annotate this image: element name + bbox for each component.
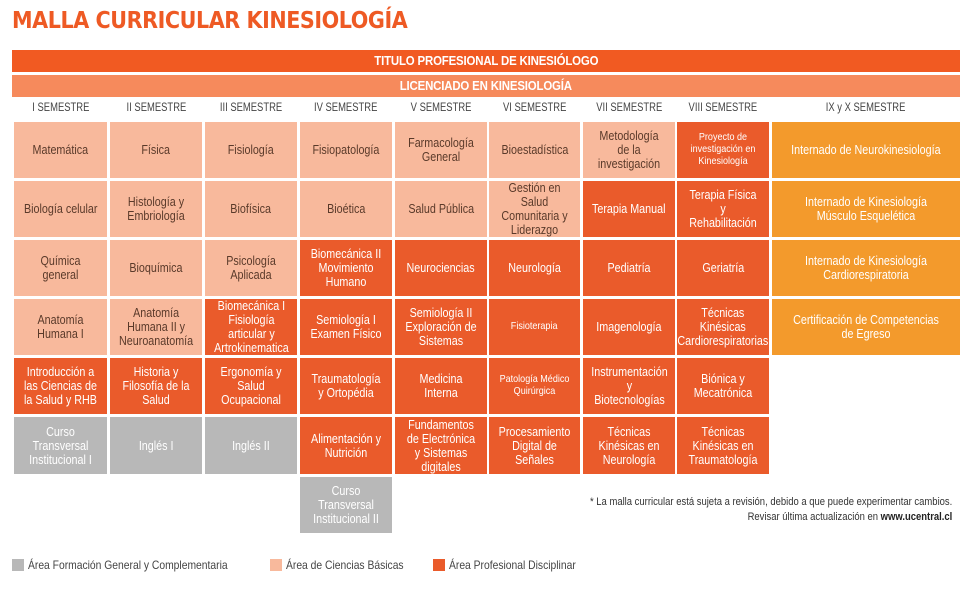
course-cell: Traumatología y Ortopédia bbox=[300, 358, 392, 414]
course-cell: Biónica y Mecatrónica bbox=[677, 358, 769, 414]
course-cell: Farmacología General bbox=[395, 122, 487, 178]
course-cell: Geriatría bbox=[677, 240, 769, 296]
course-cell: Introducción a las Ciencias de la Salud … bbox=[14, 358, 107, 414]
semester-header: VII SEMESTRE bbox=[595, 102, 663, 114]
revision-note: * La malla curricular está sujeta a revi… bbox=[531, 495, 952, 525]
internship-cell: Internado de Kinesiología Cardiorespirat… bbox=[772, 240, 960, 296]
course-cell: Fisioterapia bbox=[489, 299, 580, 355]
semester-header: VI SEMESTRE bbox=[502, 102, 567, 114]
revision-note-line: Revisar última actualización en www.ucen… bbox=[747, 510, 952, 523]
course-cell: Biomecánica I Fisiología articular y Art… bbox=[205, 299, 297, 355]
course-cell: Neurociencias bbox=[395, 240, 487, 296]
course-cell: Matemática bbox=[14, 122, 107, 178]
internship-cell: Internado de Kinesiología Músculo Esquel… bbox=[772, 181, 960, 237]
legend-item-professional: Área Profesional Disciplinar bbox=[432, 558, 596, 572]
course-cell: Terapia Física y Rehabilitación bbox=[677, 181, 769, 237]
course-cell: Pediatría bbox=[583, 240, 675, 296]
course-cell: Patología Médico Quirúrgica bbox=[489, 358, 580, 414]
internship-cell: Certificación de Competencias de Egreso bbox=[772, 299, 960, 355]
revision-note-line: * La malla curricular está sujeta a revi… bbox=[589, 496, 952, 508]
titulo-profesional-banner: TITULO PROFESIONAL DE KINESIÓLOGO bbox=[12, 50, 960, 72]
internship-cell: Internado de Neurokinesiología bbox=[772, 122, 960, 178]
course-cell: Alimentación y Nutrición bbox=[300, 417, 392, 474]
licenciado-banner: LICENCIADO EN KINESIOLOGÍA bbox=[12, 75, 960, 97]
course-cell: Procesamiento Digital de Señales bbox=[489, 417, 580, 474]
course-cell: Historia y Filosofía de la Salud bbox=[110, 358, 202, 414]
semester-header: V SEMESTRE bbox=[410, 102, 472, 114]
course-cell: Terapia Manual bbox=[583, 181, 675, 237]
course-cell: Histología y Embriología bbox=[110, 181, 202, 237]
course-cell: Psicología Aplicada bbox=[205, 240, 297, 296]
course-cell: Fundamentos de Electrónica y Sistemas di… bbox=[395, 417, 487, 474]
semester-header: VIII SEMESTRE bbox=[688, 102, 758, 114]
course-cell: Biomecánica II Movimiento Humano bbox=[300, 240, 392, 296]
course-cell: Bioestadística bbox=[489, 122, 580, 178]
legend-item-basic: Área de Ciencias Básicas bbox=[270, 558, 423, 572]
course-cell: Gestión en Salud Comunitaria y Liderazgo bbox=[489, 181, 580, 237]
legend-swatch bbox=[12, 559, 24, 571]
page-title: MALLA CURRICULAR KINESIOLOGÍA bbox=[12, 8, 408, 34]
semester-header: II SEMESTRE bbox=[126, 102, 186, 114]
course-cell: Curso Transversal Institucional II bbox=[300, 477, 392, 533]
course-cell: Técnicas Kinésicas en Neurología bbox=[583, 417, 675, 474]
course-cell: Biofísica bbox=[205, 181, 297, 237]
semester-header: III SEMESTRE bbox=[219, 102, 283, 114]
semester-header: I SEMESTRE bbox=[31, 102, 90, 114]
course-cell: Bioquímica bbox=[110, 240, 202, 296]
course-cell: Inglés II bbox=[205, 417, 297, 474]
course-cell: Técnicas Kinésicas Cardiorespiratorias bbox=[677, 299, 769, 355]
semester-header: IX y X SEMESTRE bbox=[826, 102, 906, 114]
course-cell: Bioética bbox=[300, 181, 392, 237]
course-cell: Instrumentación y Biotecnologías bbox=[583, 358, 675, 414]
course-cell: Semiología I Examen Físico bbox=[300, 299, 392, 355]
course-cell: Fisiología bbox=[205, 122, 297, 178]
course-cell: Inglés I bbox=[110, 417, 202, 474]
legend-item-general: Área Formación General y Complementaria bbox=[12, 558, 260, 572]
course-cell: Ergonomía y Salud Ocupacional bbox=[205, 358, 297, 414]
course-cell: Fisiopatología bbox=[300, 122, 392, 178]
course-cell: Imagenología bbox=[583, 299, 675, 355]
ucentral-link[interactable]: www.ucentral.cl bbox=[880, 510, 952, 523]
legend-swatch bbox=[432, 559, 445, 571]
course-cell: Curso Transversal Institucional I bbox=[14, 417, 107, 474]
course-cell: Anatomía Humana I bbox=[14, 299, 107, 355]
semester-header: IV SEMESTRE bbox=[314, 102, 378, 114]
legend-swatch bbox=[270, 559, 283, 571]
course-cell: Técnicas Kinésicas en Traumatología bbox=[677, 417, 769, 474]
course-cell: Anatomía Humana II y Neuroanatomía bbox=[110, 299, 202, 355]
course-cell: Medicina Interna bbox=[395, 358, 487, 414]
course-cell: Biología celular bbox=[14, 181, 107, 237]
course-cell: Metodología de la investigación bbox=[583, 122, 675, 178]
course-cell: Física bbox=[110, 122, 202, 178]
course-cell: Proyecto de investigación en Kinesiologí… bbox=[677, 122, 769, 178]
course-cell: Química general bbox=[14, 240, 107, 296]
course-cell: Salud Pública bbox=[395, 181, 487, 237]
course-cell: Semiología II Exploración de Sistemas bbox=[395, 299, 487, 355]
legend: Área Formación General y Complementaria … bbox=[12, 558, 606, 572]
course-cell: Neurología bbox=[489, 240, 580, 296]
